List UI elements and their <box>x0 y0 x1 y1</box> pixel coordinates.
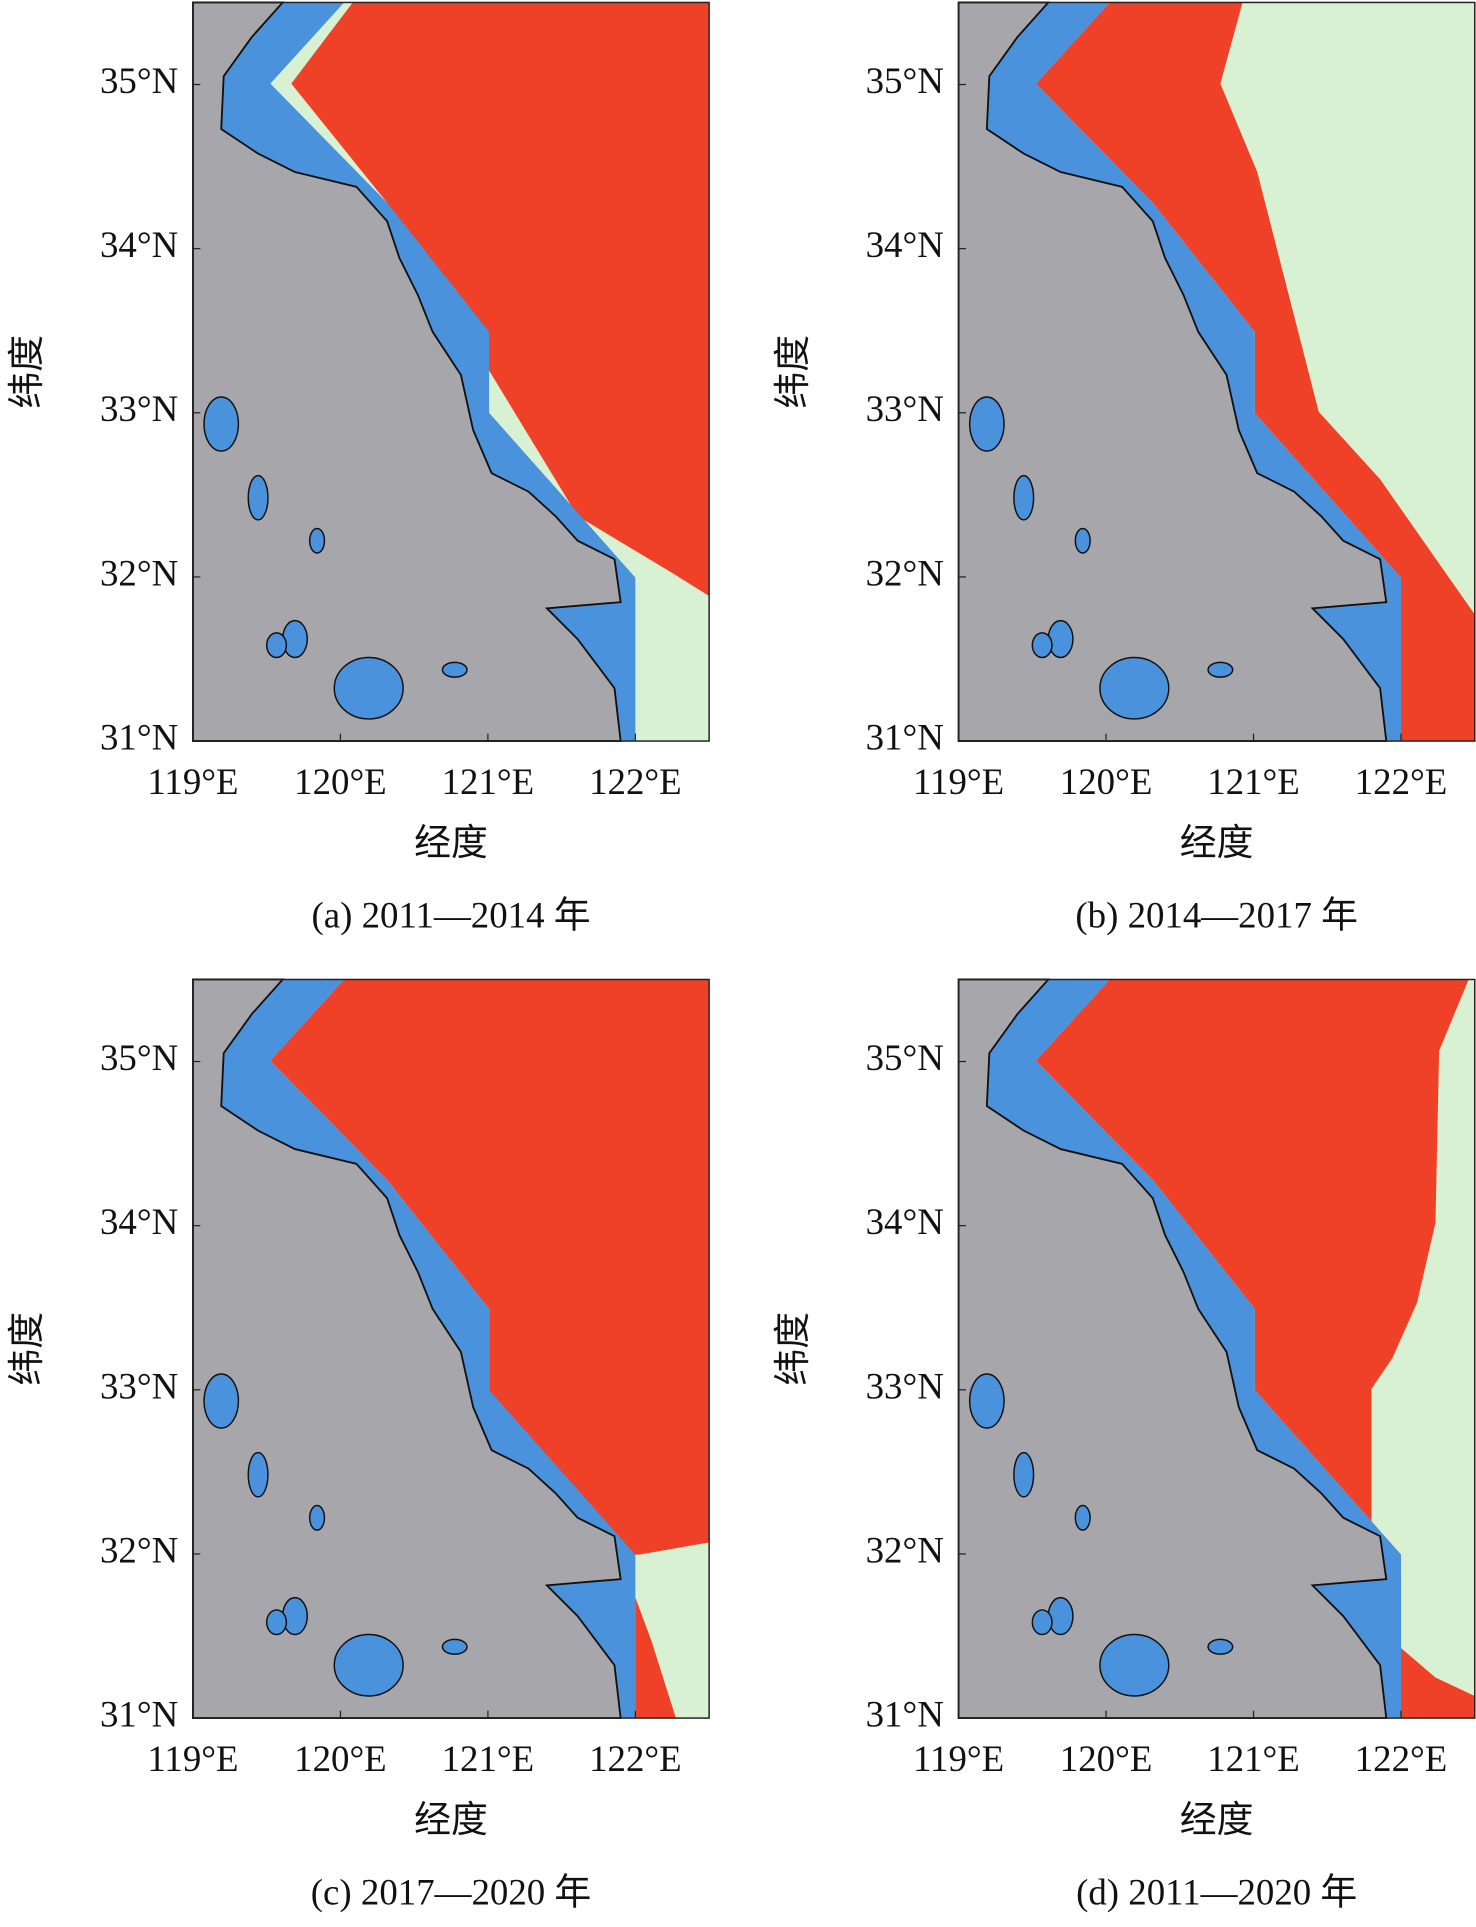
y-tick-label: 31°N <box>866 1694 944 1735</box>
x-tick-label: 120°E <box>1060 1738 1153 1779</box>
y-tick-label: 32°N <box>866 552 944 593</box>
x-tick-label: 120°E <box>294 1738 387 1779</box>
y-tick-label: 31°N <box>866 717 944 758</box>
lake <box>441 661 468 678</box>
x-tick-label: 121°E <box>1207 761 1300 802</box>
y-tick-label: 33°N <box>100 388 178 429</box>
lake <box>441 1638 468 1655</box>
y-tick-label: 35°N <box>100 60 178 101</box>
land <box>192 1 622 742</box>
y-axis-label: 纬度 <box>6 335 47 409</box>
y-tick-label: 35°N <box>866 1037 944 1078</box>
panel-caption: (b) 2014—2017 年 <box>1075 895 1358 937</box>
x-axis-label: 经度 <box>414 1799 488 1840</box>
y-tick-label: 32°N <box>100 552 178 593</box>
change-region <box>635 1597 676 1719</box>
x-tick-label: 121°E <box>442 1738 535 1779</box>
y-tick-label: 34°N <box>100 1201 178 1242</box>
change-region <box>1036 979 1475 1719</box>
lake <box>308 527 326 554</box>
panel-caption: (c) 2017—2020 年 <box>311 1872 591 1914</box>
y-tick-label: 33°N <box>100 1365 178 1406</box>
lake <box>308 1504 326 1531</box>
lake <box>1047 1596 1074 1636</box>
y-axis-label: 纬度 <box>772 335 813 409</box>
x-tick-label: 120°E <box>294 761 387 802</box>
land <box>192 978 622 1719</box>
x-tick-label: 122°E <box>589 761 682 802</box>
land <box>957 978 1388 1719</box>
panel-caption: (a) 2011—2014 年 <box>311 895 590 937</box>
y-axis-label: 纬度 <box>6 1312 47 1386</box>
x-axis-label: 经度 <box>1180 1799 1254 1840</box>
lake <box>265 632 288 659</box>
lake <box>968 396 1005 452</box>
lake <box>1099 1633 1170 1697</box>
change-region <box>291 2 710 597</box>
y-tick-label: 35°N <box>100 1037 178 1078</box>
x-tick-label: 120°E <box>1060 761 1153 802</box>
y-tick-label: 35°N <box>866 60 944 101</box>
panel-caption: (d) 2011—2020 年 <box>1076 1872 1357 1914</box>
y-tick-label: 31°N <box>100 1694 178 1735</box>
lake <box>281 619 308 659</box>
lake <box>1099 656 1170 720</box>
change-region <box>1036 2 1475 742</box>
x-tick-label: 119°E <box>147 761 238 802</box>
change-region <box>270 979 710 1555</box>
x-tick-label: 119°E <box>913 1738 1004 1779</box>
lake <box>1047 619 1074 659</box>
lake <box>281 1596 308 1636</box>
y-tick-label: 31°N <box>100 717 178 758</box>
lake <box>333 656 404 720</box>
lake <box>1207 1638 1234 1655</box>
lake <box>247 1451 269 1498</box>
y-tick-label: 34°N <box>100 224 178 265</box>
y-tick-label: 34°N <box>866 1201 944 1242</box>
x-tick-label: 121°E <box>442 761 535 802</box>
lake <box>968 1373 1005 1429</box>
y-tick-label: 32°N <box>100 1529 178 1570</box>
lake <box>203 396 240 452</box>
x-tick-label: 122°E <box>589 1738 682 1779</box>
y-tick-label: 32°N <box>866 1529 944 1570</box>
lake <box>333 1633 404 1697</box>
axes-frame <box>957 1 1476 742</box>
y-tick-label: 33°N <box>866 388 944 429</box>
land <box>957 1 1388 742</box>
lake <box>1013 1451 1035 1498</box>
x-tick-label: 122°E <box>1355 1738 1448 1779</box>
lake <box>1013 474 1035 521</box>
x-tick-label: 119°E <box>147 1738 238 1779</box>
x-axis-label: 经度 <box>414 822 488 863</box>
x-tick-label: 122°E <box>1355 761 1448 802</box>
axes-frame <box>192 1 710 742</box>
lake <box>1207 661 1234 678</box>
y-tick-label: 34°N <box>866 224 944 265</box>
lake <box>1031 632 1053 659</box>
lake <box>265 1609 288 1636</box>
x-tick-label: 119°E <box>913 761 1004 802</box>
x-tick-label: 121°E <box>1207 1738 1300 1779</box>
lake <box>203 1373 240 1429</box>
axes-frame <box>957 978 1476 1719</box>
axes-frame <box>192 978 710 1719</box>
x-axis-label: 经度 <box>1180 822 1254 863</box>
lake <box>247 474 269 521</box>
y-tick-label: 33°N <box>866 1365 944 1406</box>
lake <box>1074 527 1091 554</box>
y-axis-label: 纬度 <box>772 1312 813 1386</box>
lake <box>1031 1609 1053 1636</box>
lake <box>1074 1504 1091 1531</box>
